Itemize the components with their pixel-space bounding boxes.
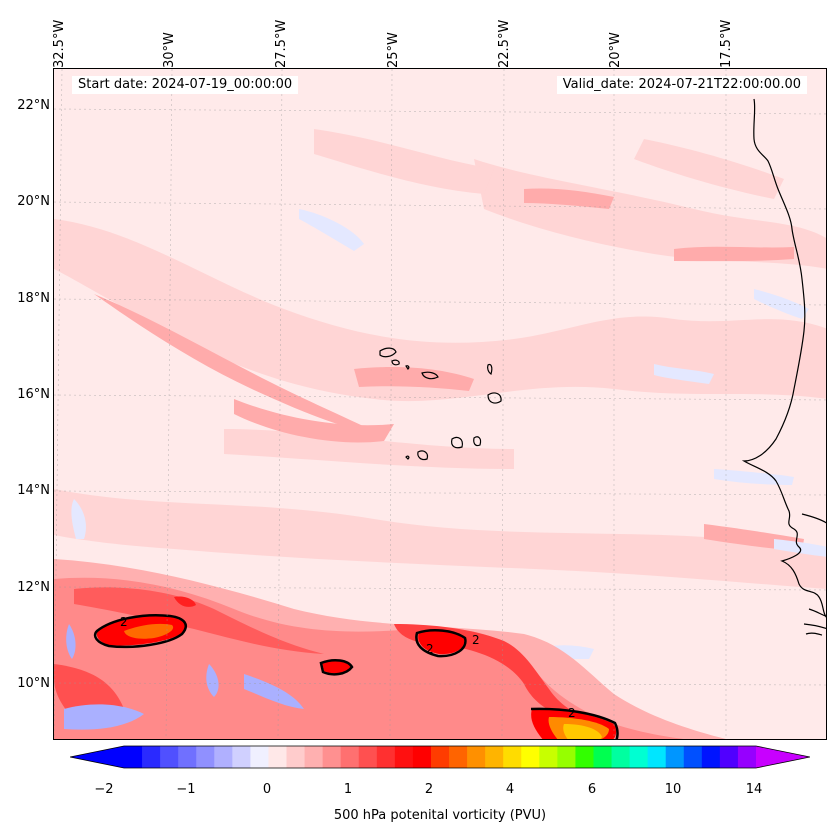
colorbar-tick-label: 0 — [262, 782, 272, 797]
colorbar-cell — [575, 746, 594, 768]
colorbar-cell — [232, 746, 251, 768]
contour-label: 2 — [120, 615, 128, 629]
colorbar-cell — [286, 746, 306, 768]
colorbar-cell — [268, 746, 288, 768]
colorbar-tick-label: −1 — [176, 782, 196, 797]
cape-verde-islands — [379, 347, 502, 461]
map-plot-area: 2 2 2 2 — [53, 68, 827, 740]
colorbar-cell — [683, 746, 703, 768]
colorbar-cell — [178, 746, 197, 768]
colorbar-outline — [70, 745, 810, 769]
colorbar-tick-label: −2 — [94, 782, 114, 797]
colorbar-cell — [467, 746, 486, 768]
colorbar-cell — [503, 746, 522, 768]
colorbar-min-arrow — [70, 746, 124, 768]
colorbar-cell — [557, 746, 576, 768]
lon-label: 17.5°W — [719, 19, 734, 68]
colorbar-cell — [647, 746, 667, 768]
colorbar-cell — [430, 746, 450, 768]
colorbar-cell — [701, 746, 721, 768]
colorbar-cell — [412, 746, 432, 768]
colorbar-cell — [376, 746, 396, 768]
colorbar-tick-label: 10 — [664, 782, 682, 797]
lat-label: 20°N — [17, 194, 50, 209]
colorbar-cell — [665, 746, 685, 768]
colorbar-tick-label: 14 — [745, 782, 763, 797]
colorbar — [70, 745, 810, 769]
lat-label: 22°N — [17, 98, 50, 113]
colorbar-cell — [394, 746, 414, 768]
colorbar-cell — [160, 746, 179, 768]
colorbar-cell — [340, 746, 360, 768]
lat-label: 18°N — [17, 291, 50, 306]
colorbar-tick-label: 6 — [587, 782, 597, 797]
colorbar-cell — [521, 746, 540, 768]
colorbar-cell — [611, 746, 631, 768]
pv-blue-patches — [64, 624, 304, 730]
africa-coastline — [741, 98, 826, 618]
colorbar-label: 500 hPa potenital vorticity (PVU) — [333, 808, 547, 823]
lon-label: 20°W — [608, 32, 623, 68]
contour-label: 2 — [426, 642, 434, 656]
colorbar-cell — [250, 746, 269, 768]
colorbar-cell — [196, 746, 215, 768]
lat-label: 16°N — [17, 387, 50, 402]
lon-label: 30°W — [162, 32, 177, 68]
colorbar-cell — [304, 746, 324, 768]
colorbar-tick-label: 4 — [505, 782, 515, 797]
pv-light-field — [54, 129, 826, 589]
colorbar-tick-label: 2 — [424, 782, 434, 797]
colorbar-cell — [449, 746, 468, 768]
colorbar-max-arrow — [756, 746, 810, 768]
pv-intense-cores — [96, 596, 617, 739]
lon-label: 32.5°W — [52, 19, 67, 68]
pv-2-contours — [93, 614, 619, 739]
lon-label: 22.5°W — [497, 19, 512, 68]
colorbar-cell — [737, 746, 757, 768]
lat-label: 12°N — [17, 580, 50, 595]
colorbar-cell — [358, 746, 378, 768]
colorbar-cell — [593, 746, 613, 768]
lat-label: 10°N — [17, 676, 50, 691]
contour-label: 2 — [472, 633, 480, 647]
valid-date-label: Valid_date: 2024-07-21T22:00:00.00 — [556, 76, 807, 94]
colorbar-cell — [142, 746, 161, 768]
colorbar-tick-label: 1 — [343, 782, 353, 797]
graticule — [54, 69, 826, 739]
colorbar-cell — [124, 746, 143, 768]
contour-label: 2 — [568, 706, 576, 720]
map-canvas: 2 2 2 2 — [54, 69, 826, 739]
colorbar-cell — [539, 746, 558, 768]
colorbar-cell — [485, 746, 504, 768]
colorbar-cell — [629, 746, 649, 768]
start-date-label: Start date: 2024-07-19_00:00:00 — [72, 76, 299, 94]
lon-label: 25°W — [386, 32, 401, 68]
colorbar-cell — [719, 746, 739, 768]
lat-label: 14°N — [17, 483, 50, 498]
lon-label: 27.5°W — [274, 19, 289, 68]
pv-pink-band — [94, 188, 804, 551]
colorbar-cell — [214, 746, 233, 768]
colorbar-cell — [322, 746, 342, 768]
